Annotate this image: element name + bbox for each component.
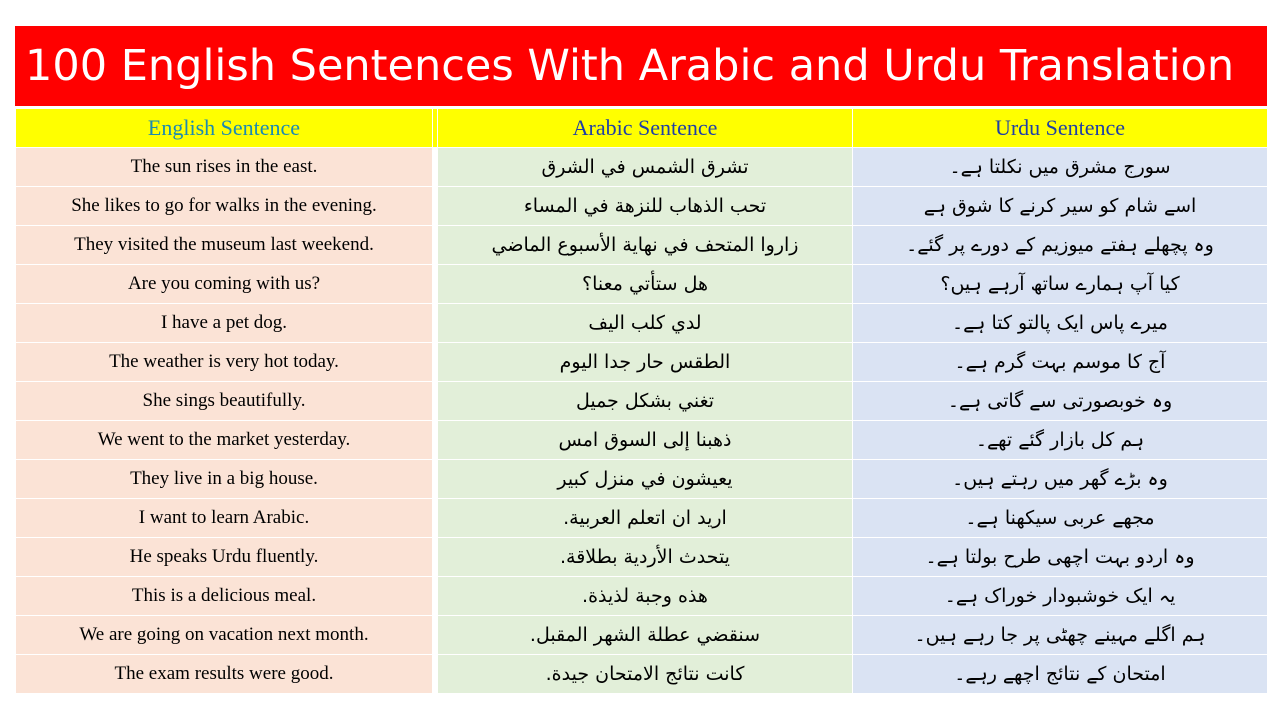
arabic-sentence-cell: زاروا المتحف في نهاية الأسبوع الماضي [437, 225, 853, 265]
english-sentence-cell: We are going on vacation next month. [15, 615, 433, 655]
header-urdu: Urdu Sentence [852, 108, 1268, 148]
table-row: This is a delicious meal. هذه وجبة لذيذة.… [15, 576, 1268, 616]
urdu-sentence-cell: آج کا موسم بہت گرم ہے۔ [852, 342, 1268, 382]
table-row: Are you coming with us? هل ستأتي معنا؟ کیا… [15, 264, 1268, 304]
english-sentence-cell: I want to learn Arabic. [15, 498, 433, 538]
table-row: The exam results were good. كانت نتائج ال… [15, 654, 1268, 694]
urdu-sentence-cell: اسے شام کو سیر کرنے کا شوق ہے [852, 186, 1268, 226]
english-sentence-cell: The sun rises in the east. [15, 147, 433, 187]
english-sentence-cell: He speaks Urdu fluently. [15, 537, 433, 577]
arabic-sentence-cell: كانت نتائج الامتحان جيدة. [437, 654, 853, 694]
urdu-sentence-cell: وہ پچھلے ہفتے میوزیم کے دورے پر گئے۔ [852, 225, 1268, 265]
arabic-sentence-cell: هل ستأتي معنا؟ [437, 264, 853, 304]
table-row: She sings beautifully. تغني بشكل جميل وہ خ… [15, 381, 1268, 421]
title-banner: 100 English Sentences With Arabic and Ur… [15, 26, 1267, 106]
english-sentence-cell: The exam results were good. [15, 654, 433, 694]
table-body: The sun rises in the east. تشرق الشمس في … [15, 147, 1268, 694]
english-sentence-cell: We went to the market yesterday. [15, 420, 433, 460]
english-sentence-cell: Are you coming with us? [15, 264, 433, 304]
table-row: I want to learn Arabic. اريد ان اتعلم الع… [15, 498, 1268, 538]
header-english: English Sentence [15, 108, 433, 148]
arabic-sentence-cell: سنقضي عطلة الشهر المقبل. [437, 615, 853, 655]
arabic-sentence-cell: هذه وجبة لذيذة. [437, 576, 853, 616]
urdu-sentence-cell: وہ اردو بہت اچھی طرح بولتا ہے۔ [852, 537, 1268, 577]
urdu-sentence-cell: یہ ایک خوشبودار خوراک ہے۔ [852, 576, 1268, 616]
header-arabic: Arabic Sentence [437, 108, 853, 148]
urdu-sentence-cell: سورج مشرق میں نکلتا ہے۔ [852, 147, 1268, 187]
arabic-sentence-cell: ذهبنا إلى السوق امس [437, 420, 853, 460]
arabic-sentence-cell: تحب الذهاب للنزهة في المساء [437, 186, 853, 226]
arabic-sentence-cell: الطقس حار جدا اليوم [437, 342, 853, 382]
table-row: They live in a big house. يعيشون في منزل … [15, 459, 1268, 499]
arabic-sentence-cell: تشرق الشمس في الشرق [437, 147, 853, 187]
english-sentence-cell: I have a pet dog. [15, 303, 433, 343]
table-row: We went to the market yesterday. ذهبنا إل… [15, 420, 1268, 460]
arabic-sentence-cell: يعيشون في منزل كبير [437, 459, 853, 499]
urdu-sentence-cell: امتحان کے نتائج اچھے رہے۔ [852, 654, 1268, 694]
table-row: He speaks Urdu fluently. يتحدث الأردية بط… [15, 537, 1268, 577]
urdu-sentence-cell: میرے پاس ایک پالتو کتا ہے۔ [852, 303, 1268, 343]
sentence-table: English Sentence Arabic Sentence Urdu Se… [15, 108, 1268, 694]
urdu-sentence-cell: کیا آپ ہمارے ساتھ آرہے ہیں؟ [852, 264, 1268, 304]
arabic-sentence-cell: يتحدث الأردية بطلاقة. [437, 537, 853, 577]
english-sentence-cell: This is a delicious meal. [15, 576, 433, 616]
table-row: I have a pet dog. لدي كلب اليف میرے پاس ای… [15, 303, 1268, 343]
urdu-sentence-cell: ہم کل بازار گئے تھے۔ [852, 420, 1268, 460]
table-row: We are going on vacation next month. سنقض… [15, 615, 1268, 655]
page-title: 100 English Sentences With Arabic and Ur… [25, 41, 1235, 91]
urdu-sentence-cell: وہ خوبصورتی سے گاتی ہے۔ [852, 381, 1268, 421]
english-sentence-cell: The weather is very hot today. [15, 342, 433, 382]
table-row: She likes to go for walks in the evening… [15, 186, 1268, 226]
english-sentence-cell: She likes to go for walks in the evening… [15, 186, 433, 226]
arabic-sentence-cell: لدي كلب اليف [437, 303, 853, 343]
header-row: English Sentence Arabic Sentence Urdu Se… [15, 108, 1268, 148]
urdu-sentence-cell: وہ بڑے گھر میں رہتے ہیں۔ [852, 459, 1268, 499]
table-row: The weather is very hot today. الطقس حار … [15, 342, 1268, 382]
arabic-sentence-cell: تغني بشكل جميل [437, 381, 853, 421]
table-row: They visited the museum last weekend. زار… [15, 225, 1268, 265]
urdu-sentence-cell: ہم اگلے مہینے چھٹی پر جا رہے ہیں۔ [852, 615, 1268, 655]
english-sentence-cell: She sings beautifully. [15, 381, 433, 421]
english-sentence-cell: They visited the museum last weekend. [15, 225, 433, 265]
sentence-sheet: 100 English Sentences With Arabic and Ur… [15, 26, 1268, 708]
table-row: The sun rises in the east. تشرق الشمس في … [15, 147, 1268, 187]
arabic-sentence-cell: اريد ان اتعلم العربية. [437, 498, 853, 538]
urdu-sentence-cell: مجھے عربی سیکھنا ہے۔ [852, 498, 1268, 538]
english-sentence-cell: They live in a big house. [15, 459, 433, 499]
